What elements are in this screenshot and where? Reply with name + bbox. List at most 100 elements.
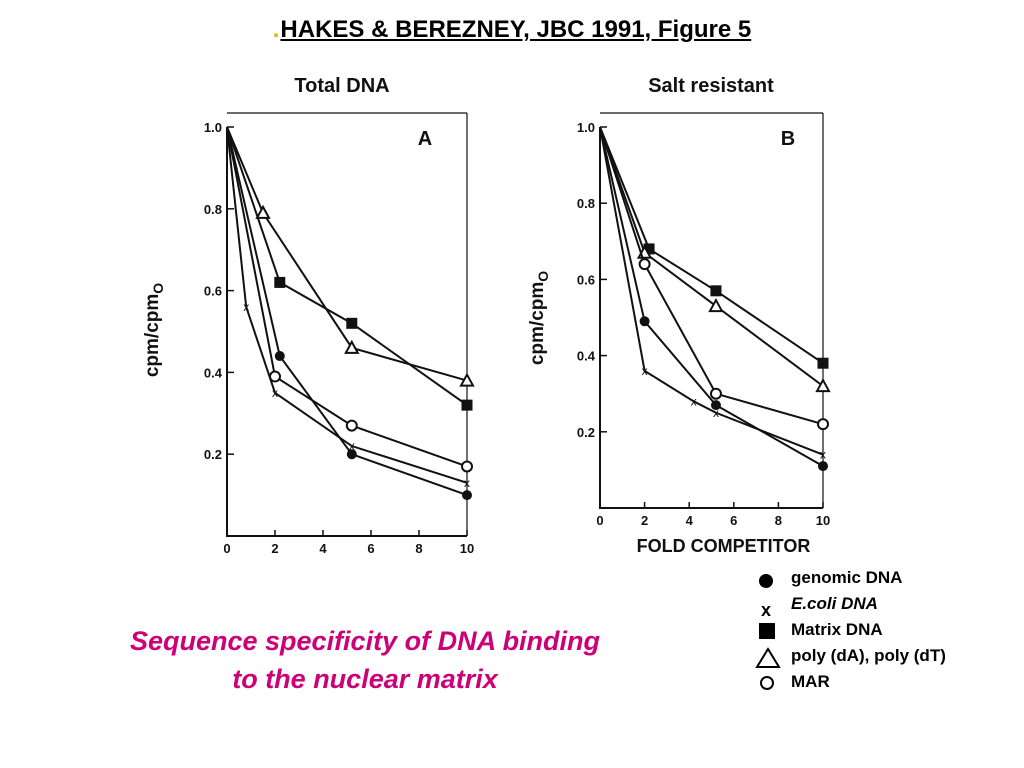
- y-tick-label: 1.0: [577, 120, 595, 135]
- y-tick-label: 0.2: [204, 447, 222, 462]
- marker-filled-circle: [274, 351, 285, 362]
- x-tick-label: 6: [367, 541, 374, 556]
- svg-text:x: x: [761, 600, 771, 617]
- marker-x: x: [272, 386, 278, 400]
- marker-filled-square: [461, 399, 473, 411]
- y-axis-label: cpm/cpmO: [142, 283, 166, 377]
- marker-x: x: [349, 439, 355, 453]
- marker-open-circle: [345, 419, 358, 432]
- series-line: [599, 126, 824, 467]
- slide-title: .HAKES & BEREZNEY, JBC 1991, Figure 5: [0, 16, 1024, 44]
- marker-open-circle: [817, 418, 829, 431]
- y-axis-label: cpm/cpmO: [527, 271, 551, 365]
- series-line: [226, 126, 468, 406]
- marker-filled-circle: [710, 400, 721, 411]
- x-tick-label: 4: [319, 541, 327, 556]
- series-line: [226, 126, 468, 497]
- filled-circle-icon: [759, 574, 773, 588]
- x-tick-label: 2: [641, 513, 648, 528]
- x-tick-label: 10: [816, 513, 830, 528]
- marker-filled-circle: [639, 316, 650, 327]
- title-text: HAKES & BEREZNEY, JBC 1991, Figure 5: [280, 16, 752, 43]
- x-tick-label: 8: [415, 541, 422, 556]
- legend-label: MAR: [791, 672, 830, 691]
- series-x-mark: x x x x: [599, 126, 826, 462]
- legend-item-poly-da-dt: poly (dA), poly (dT): [755, 644, 1024, 670]
- series-filled-square: [226, 126, 473, 411]
- marker-open-triangle: [815, 377, 831, 393]
- marker-x: x: [691, 394, 697, 408]
- series-line: [599, 126, 824, 456]
- chart-title: Total DNA: [294, 75, 389, 97]
- series-filled-circle: [226, 126, 472, 501]
- open-circle-icon: [760, 676, 774, 690]
- series-open-circle: [599, 126, 829, 431]
- figure-charts: Total DNA A 0.2 0.4 0.6 0.8 1.0 0 2 4 6 8 10 cpm/cpmO…: [142, 75, 831, 556]
- x-tick-label: 8: [775, 513, 782, 528]
- marker-filled-circle: [346, 449, 357, 460]
- marker-filled-square: [346, 317, 358, 329]
- series-filled-circle: [599, 126, 828, 472]
- marker-open-circle: [709, 387, 722, 400]
- marker-open-circle: [269, 370, 281, 383]
- chart-panel-b: Salt resistant B 0.2 0.4 0.6 0.8 1.0 0 2 4 6 8 10 cpm…: [527, 75, 831, 556]
- marker-open-triangle: [255, 204, 271, 219]
- slide-subtitle: Sequence specificity of DNA binding to t…: [50, 622, 680, 698]
- panel-letter: A: [418, 128, 432, 150]
- y-tick-label: 0.8: [577, 196, 595, 211]
- y-tick-label: 0.8: [204, 202, 222, 217]
- marker-x: x: [713, 406, 719, 420]
- marker-filled-circle: [462, 490, 472, 501]
- open-triangle-icon: [755, 647, 781, 668]
- series-line: [226, 126, 468, 382]
- marker-x: x: [243, 300, 249, 314]
- y-tick-label: 0.4: [204, 365, 223, 380]
- series-line: [599, 126, 824, 365]
- y-tick-label: 0.4: [577, 349, 596, 364]
- y-tick-label: 0.2: [577, 425, 595, 440]
- y-tick-label: 0.6: [204, 284, 222, 299]
- series-line: [226, 126, 468, 484]
- marker-x: x: [820, 448, 826, 462]
- x-tick-label: 6: [730, 513, 737, 528]
- filled-square-icon: [759, 623, 775, 639]
- legend-label: Matrix DNA: [791, 620, 883, 639]
- legend-item-mar: MAR: [755, 670, 1024, 696]
- x-tick-label: 4: [686, 513, 694, 528]
- series-line: [226, 126, 468, 468]
- marker-filled-square: [643, 243, 655, 255]
- y-axis-label-subscript: O: [535, 271, 551, 282]
- y-tick-label: 1.0: [204, 120, 222, 135]
- chart-title: Salt resistant: [648, 75, 774, 97]
- series-open-triangle: [599, 126, 831, 393]
- series-line: [599, 126, 824, 387]
- x-tick-label: 0: [223, 541, 230, 556]
- series-open-circle: [226, 126, 473, 473]
- marker-open-circle: [638, 258, 651, 271]
- title-dot: .: [272, 16, 280, 43]
- marker-open-triangle: [708, 297, 724, 313]
- axis-frame: [226, 127, 467, 537]
- y-axis-label-subscript: O: [150, 283, 166, 294]
- marker-open-triangle: [459, 372, 475, 387]
- axis-frame: [599, 127, 823, 509]
- marker-x: x: [642, 364, 648, 378]
- panel-letter: B: [781, 128, 795, 150]
- legend-label: E.coli DNA: [791, 594, 878, 613]
- marker-open-triangle: [344, 339, 360, 354]
- y-tick-label: 0.6: [577, 272, 595, 287]
- series-line: [599, 126, 824, 426]
- marker-filled-square: [274, 276, 286, 288]
- x-tick-label: 10: [460, 541, 474, 556]
- marker-filled-circle: [818, 461, 828, 472]
- marker-open-circle: [461, 460, 473, 473]
- legend-item-ecoli-dna: x E.coli DNA: [755, 592, 1024, 618]
- x-tick-label: 0: [596, 513, 603, 528]
- chart-panel-a: Total DNA A 0.2 0.4 0.6 0.8 1.0 0 2 4 6 8 10 cpm/cpmO…: [142, 75, 475, 556]
- marker-x: x: [464, 476, 470, 490]
- legend-item-genomic-dna: genomic DNA: [755, 566, 1024, 592]
- series-open-triangle: [226, 126, 475, 387]
- x-axis-label: FOLD COMPETITOR: [637, 536, 811, 556]
- series-x-mark: x x x x: [226, 126, 470, 490]
- marker-filled-square: [710, 285, 722, 297]
